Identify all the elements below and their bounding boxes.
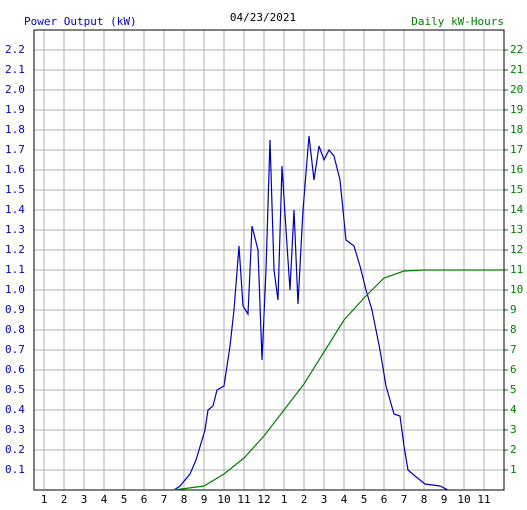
x-tick-label: 1 (41, 493, 48, 506)
x-tick-label: 3 (81, 493, 88, 506)
y-tick-label: 0.6 (5, 363, 25, 376)
x-tick-label: 9 (441, 493, 448, 506)
x-tick-label: 4 (341, 493, 348, 506)
y2-tick-label: 13 (510, 223, 523, 236)
x-tick-label: 5 (121, 493, 128, 506)
y-axis-label: Power Output (kW) (24, 15, 137, 28)
x-tick-label: 7 (161, 493, 168, 506)
x-tick-label: 6 (141, 493, 148, 506)
x-tick-label: 11 (477, 493, 490, 506)
x-tick-label: 8 (421, 493, 428, 506)
y-tick-label: 1.5 (5, 183, 25, 196)
y-tick-label: 0.3 (5, 423, 25, 436)
x-tick-label: 1 (281, 493, 288, 506)
x-tick-label: 4 (101, 493, 108, 506)
y-tick-label: 1.7 (5, 143, 25, 156)
y-tick-label: 1.3 (5, 223, 25, 236)
y-tick-label: 0.4 (5, 403, 25, 416)
y-tick-label: 1.0 (5, 283, 25, 296)
y2-tick-label: 22 (510, 43, 523, 56)
y2-tick-label: 1 (510, 463, 517, 476)
x-tick-label: 3 (321, 493, 328, 506)
series-line (173, 135, 449, 491)
x-tick-label: 10 (217, 493, 230, 506)
x-tick-label: 11 (237, 493, 250, 506)
y-tick-label: 1.9 (5, 103, 25, 116)
y-tick-label: 0.8 (5, 323, 25, 336)
y-tick-label: 2.2 (5, 43, 25, 56)
y-tick-label: 1.2 (5, 243, 25, 256)
y2-tick-label: 3 (510, 423, 517, 436)
y2-tick-label: 12 (510, 243, 523, 256)
y-tick-label: 1.8 (5, 123, 25, 136)
x-tick-label: 10 (457, 493, 470, 506)
y2-tick-label: 5 (510, 383, 517, 396)
y2-tick-label: 10 (510, 283, 523, 296)
y2-tick-label: 15 (510, 183, 523, 196)
y-tick-label: 1.6 (5, 163, 25, 176)
y2-tick-label: 21 (510, 63, 523, 76)
y2-tick-label: 9 (510, 303, 517, 316)
y-tick-label: 0.5 (5, 383, 25, 396)
y-tick-label: 0.9 (5, 303, 25, 316)
y2-tick-label: 18 (510, 123, 523, 136)
y-tick-label: 2.1 (5, 63, 25, 76)
chart-title: 04/23/2021 (230, 11, 296, 24)
y2-tick-label: 2 (510, 443, 517, 456)
x-tick-label: 2 (301, 493, 308, 506)
y2-tick-label: 8 (510, 323, 517, 336)
plot-border (33, 29, 505, 491)
x-tick-label: 5 (361, 493, 368, 506)
y2-tick-label: 19 (510, 103, 523, 116)
y-tick-label: 1.1 (5, 263, 25, 276)
y2-axis-label: Daily kW-Hours (411, 15, 504, 28)
x-tick-label: 6 (381, 493, 388, 506)
y2-tick-label: 7 (510, 343, 517, 356)
y2-tick-label: 17 (510, 143, 523, 156)
y2-tick-label: 20 (510, 83, 523, 96)
series-line (173, 269, 504, 491)
y2-tick-label: 11 (510, 263, 523, 276)
y-tick-label: 1.4 (5, 203, 25, 216)
x-tick-label: 8 (181, 493, 188, 506)
y2-tick-label: 6 (510, 363, 517, 376)
x-tick-label: 2 (61, 493, 68, 506)
y-tick-label: 0.1 (5, 463, 25, 476)
y-tick-label: 0.7 (5, 343, 25, 356)
x-tick-label: 7 (401, 493, 408, 506)
y-tick-label: 2.0 (5, 83, 25, 96)
y2-tick-label: 4 (510, 403, 517, 416)
y-tick-label: 0.2 (5, 443, 25, 456)
x-tick-label: 12 (257, 493, 270, 506)
y2-tick-label: 14 (510, 203, 524, 216)
x-tick-label: 9 (201, 493, 208, 506)
y2-tick-label: 16 (510, 163, 523, 176)
